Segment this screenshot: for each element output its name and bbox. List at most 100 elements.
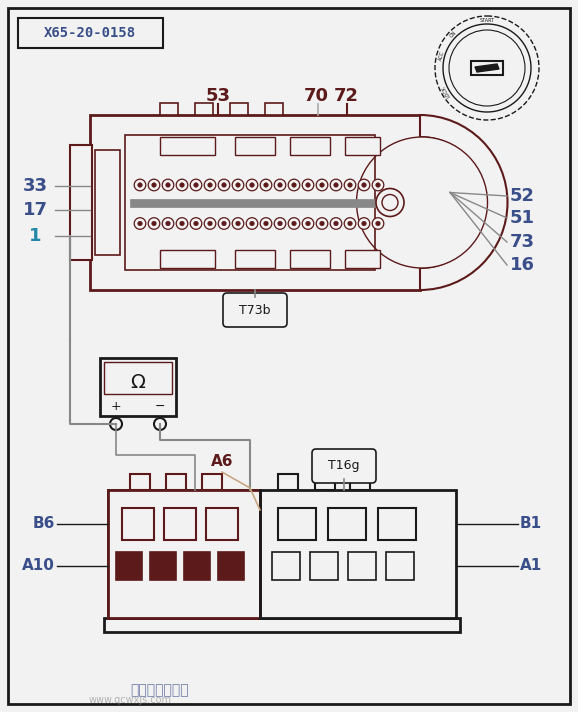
Bar <box>386 552 414 580</box>
Bar <box>104 362 172 394</box>
Circle shape <box>348 221 352 226</box>
Circle shape <box>330 179 342 191</box>
Circle shape <box>382 194 398 211</box>
Bar <box>95 150 120 255</box>
Bar <box>278 508 316 540</box>
Text: A6: A6 <box>211 454 234 469</box>
Polygon shape <box>475 64 499 72</box>
Bar <box>130 474 150 490</box>
Text: 73: 73 <box>509 233 535 251</box>
Circle shape <box>358 218 370 229</box>
Bar <box>90 115 420 290</box>
Bar <box>164 508 196 540</box>
Text: A10: A10 <box>22 558 55 573</box>
Circle shape <box>152 183 156 187</box>
Bar <box>18 18 163 48</box>
Circle shape <box>449 30 525 106</box>
Bar <box>278 474 298 490</box>
Circle shape <box>138 183 142 187</box>
Circle shape <box>162 218 174 229</box>
Circle shape <box>222 183 226 187</box>
Bar <box>350 474 370 490</box>
Circle shape <box>376 221 380 226</box>
Circle shape <box>435 16 539 120</box>
Circle shape <box>264 183 268 187</box>
Circle shape <box>148 218 160 229</box>
Circle shape <box>194 221 198 226</box>
Circle shape <box>204 179 216 191</box>
Bar <box>184 552 210 580</box>
Bar <box>160 103 178 115</box>
Circle shape <box>134 179 146 191</box>
Bar <box>202 474 222 490</box>
Circle shape <box>166 183 170 187</box>
Circle shape <box>316 179 328 191</box>
Circle shape <box>162 179 174 191</box>
Bar <box>104 618 460 632</box>
Bar <box>100 358 176 416</box>
Text: 52: 52 <box>509 187 535 205</box>
Circle shape <box>260 179 272 191</box>
Circle shape <box>176 179 188 191</box>
Bar <box>290 250 330 268</box>
Circle shape <box>344 179 356 191</box>
Circle shape <box>362 183 366 187</box>
Circle shape <box>320 221 324 226</box>
Circle shape <box>250 221 254 226</box>
Circle shape <box>288 179 300 191</box>
Text: 51: 51 <box>509 209 535 227</box>
Text: START: START <box>479 19 495 23</box>
Circle shape <box>302 179 314 191</box>
FancyBboxPatch shape <box>312 449 376 483</box>
Circle shape <box>274 218 286 229</box>
Circle shape <box>292 183 296 187</box>
Circle shape <box>246 218 258 229</box>
Circle shape <box>302 218 314 229</box>
Circle shape <box>194 183 198 187</box>
Text: ACC: ACC <box>438 51 445 61</box>
Text: 33: 33 <box>23 177 47 195</box>
Circle shape <box>334 183 338 187</box>
Bar <box>130 199 378 206</box>
Bar <box>345 250 380 268</box>
Text: ON: ON <box>449 31 458 39</box>
Text: 1: 1 <box>29 227 41 245</box>
Bar <box>235 137 275 155</box>
Circle shape <box>306 183 310 187</box>
Circle shape <box>110 418 122 430</box>
Circle shape <box>138 221 142 226</box>
Text: 汽车维修技术网: 汽车维修技术网 <box>131 683 190 697</box>
Bar <box>150 552 176 580</box>
Bar <box>315 474 335 490</box>
Bar <box>195 103 213 115</box>
Text: 16: 16 <box>509 256 535 274</box>
Circle shape <box>320 183 324 187</box>
Text: Ω: Ω <box>131 374 146 392</box>
Circle shape <box>154 418 166 430</box>
Circle shape <box>376 183 380 187</box>
Circle shape <box>152 221 156 226</box>
Text: B1: B1 <box>520 516 542 531</box>
Circle shape <box>372 218 384 229</box>
Text: 17: 17 <box>23 201 47 219</box>
Text: 72: 72 <box>334 87 358 105</box>
Circle shape <box>208 221 212 226</box>
Circle shape <box>264 221 268 226</box>
Bar <box>235 250 275 268</box>
Circle shape <box>190 218 202 229</box>
Text: B6: B6 <box>32 516 55 531</box>
Circle shape <box>362 221 366 226</box>
Bar <box>230 103 248 115</box>
Text: LOCK: LOCK <box>441 85 452 98</box>
Circle shape <box>358 179 370 191</box>
Circle shape <box>344 218 356 229</box>
Circle shape <box>232 218 244 229</box>
Circle shape <box>372 179 384 191</box>
Circle shape <box>278 183 282 187</box>
Circle shape <box>148 179 160 191</box>
Circle shape <box>180 221 184 226</box>
Bar <box>206 508 238 540</box>
Circle shape <box>166 221 170 226</box>
Bar <box>471 61 503 75</box>
Circle shape <box>246 179 258 191</box>
